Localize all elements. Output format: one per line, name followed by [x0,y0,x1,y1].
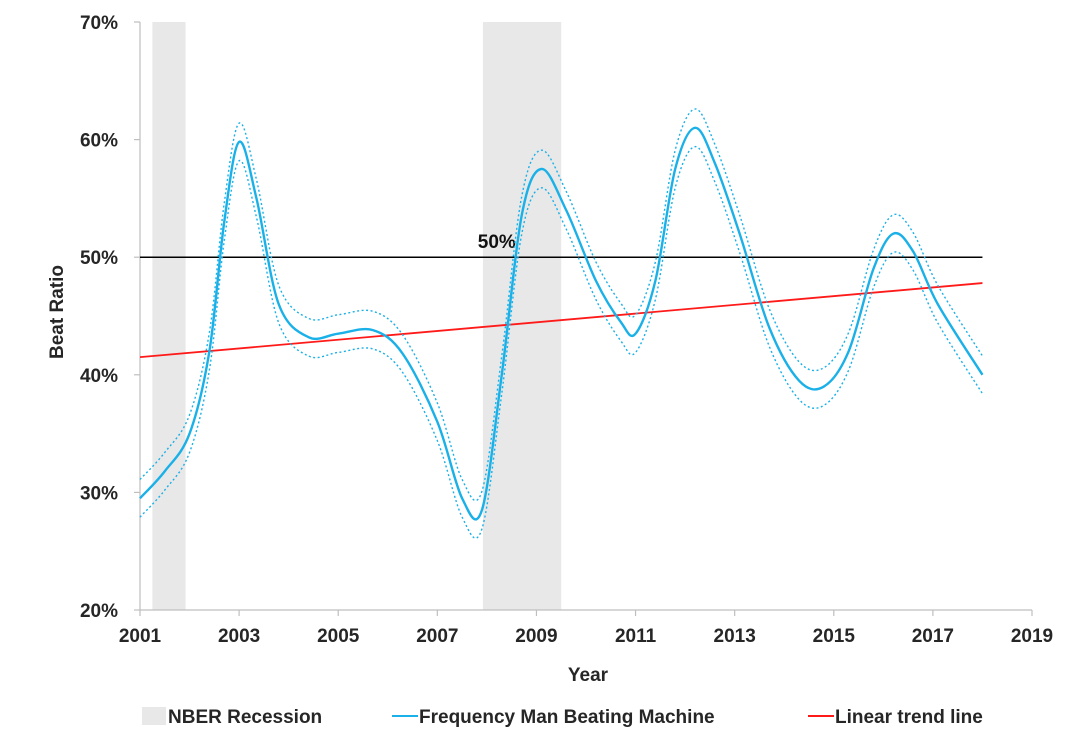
x-tick-label-2017: 2017 [912,626,954,647]
legend-item-2: Frequency Man Beating Machine [392,707,715,728]
x-tick-label-2011: 2011 [615,626,657,647]
x-tick-label-2001: 2001 [119,626,162,647]
reference-line-50: 50% [140,232,983,258]
legend-label-3: Linear trend line [835,707,983,728]
x-axis-label: Year [568,665,609,686]
legend-label-1: NBER Recession [168,707,322,728]
x-tick-label-2013: 2013 [714,626,756,647]
legend: NBER Recession Frequency Man Beating Mach… [142,707,983,728]
y-axis-label: Beat Ratio [47,265,68,359]
legend-item-1: NBER Recession [142,707,322,728]
trend-line-layer [139,282,983,359]
series-layer [139,108,984,539]
trend-line [139,282,983,359]
legend-label-2: Frequency Man Beating Machine [419,707,715,728]
y-tick-label-40: 40% [80,366,118,387]
x-tick-label-2019: 2019 [1011,626,1053,647]
y-tick-label-20: 20% [80,601,118,622]
x-tick-label-2015: 2015 [813,626,856,647]
y-tick-label-30: 30% [80,483,118,504]
y-tick-label-60: 60% [80,131,118,152]
recession-layer [152,22,562,610]
recession-band-1 [152,22,186,610]
series-lower-band [139,145,984,539]
y-tick-label-70: 70% [80,13,118,34]
legend-item-3: Linear trend line [808,707,983,728]
series-upper-band [139,108,984,502]
tick-labels: 2001 2003 2005 2007 2009 2011 2013 2015 2017 2019… [80,13,1053,647]
axes [134,21,1033,616]
y-tick-label-50: 50% [80,248,118,269]
x-tick-label-2003: 2003 [218,626,260,647]
reference-line-label: 50% [478,232,516,253]
x-tick-label-2005: 2005 [317,626,360,647]
legend-swatch-recession [142,707,166,725]
recession-band-2 [482,22,562,610]
x-tick-label-2007: 2007 [416,626,458,647]
x-tick-label-2009: 2009 [515,626,557,647]
series-line-frequency-man-beating-machine [139,126,984,521]
